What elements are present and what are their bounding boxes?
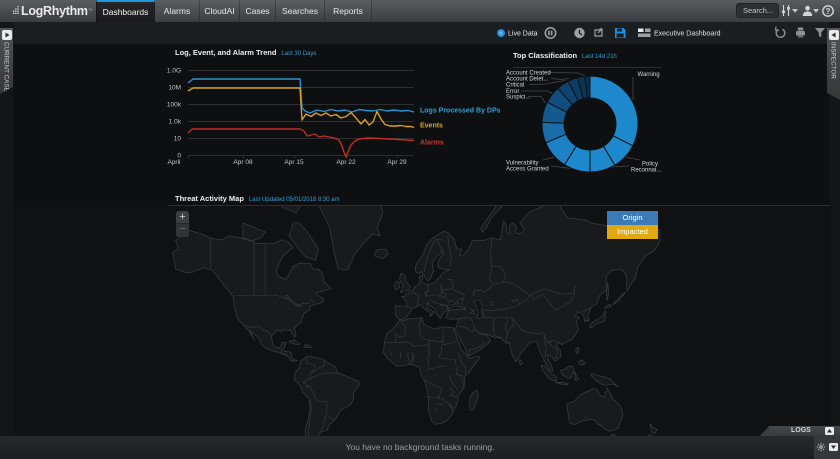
svg-text:Critical: Critical [506, 83, 524, 89]
svg-text:Apr 29: Apr 29 [387, 159, 407, 166]
svg-text:Account Created: Account Created [506, 71, 551, 77]
svg-text:10M: 10M [168, 85, 181, 92]
svg-text:Access Granted: Access Granted [506, 167, 549, 173]
svg-text:Account Delet...: Account Delet... [506, 77, 549, 83]
svg-text:Error: Error [506, 89, 519, 95]
svg-text:Apr 08: Apr 08 [233, 159, 253, 166]
svg-text:1.0G: 1.0G [167, 68, 181, 75]
svg-text:Events: Events [420, 123, 443, 130]
svg-text:April: April [167, 159, 181, 166]
svg-text:Policy: Policy [642, 162, 658, 168]
svg-text:Warning: Warning [638, 72, 660, 78]
svg-text:Reconnai...: Reconnai... [631, 168, 662, 174]
svg-text:0: 0 [177, 153, 181, 160]
svg-text:100k: 100k [167, 102, 182, 109]
svg-text:Live Data: Live Data [508, 31, 538, 38]
svg-text:?: ? [826, 7, 831, 16]
svg-text:Apr 22: Apr 22 [336, 159, 356, 166]
svg-text:Apr 15: Apr 15 [284, 159, 304, 166]
svg-text:Alarms: Alarms [420, 140, 444, 147]
svg-text:10: 10 [174, 136, 182, 143]
svg-text:Vulnerability: Vulnerability [506, 161, 538, 167]
svg-text:Logs Processed By DPs: Logs Processed By DPs [420, 108, 501, 115]
svg-text:Executive Dashboard: Executive Dashboard [654, 31, 721, 38]
svg-text:Suspici...: Suspici... [506, 95, 531, 101]
svg-text:1.0k: 1.0k [169, 119, 182, 126]
